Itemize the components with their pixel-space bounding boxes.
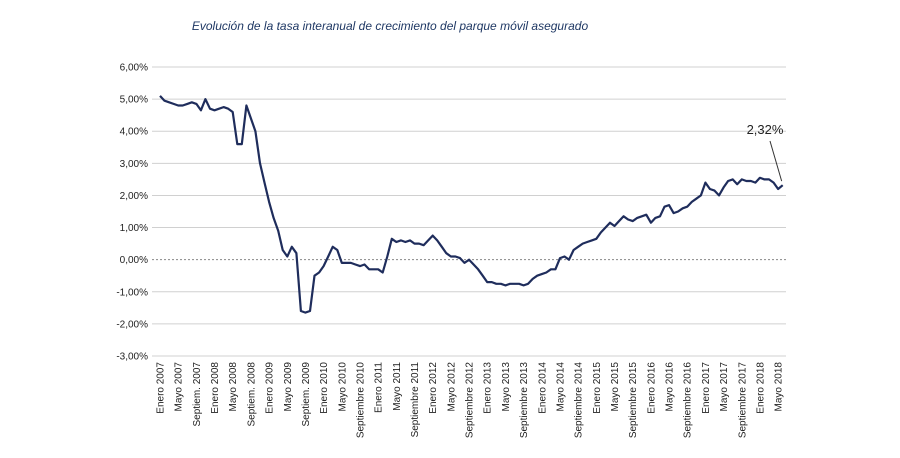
x-tick-label: Mayo 2017 (719, 362, 730, 412)
y-tick-label: -1,00% (116, 287, 148, 298)
x-tick-label: Mayo 2018 (774, 362, 785, 412)
x-tick-label: Septiembre 2011 (410, 362, 421, 438)
x-tick-label: Septiembre 2015 (628, 362, 639, 439)
y-tick-label: -3,00% (116, 352, 148, 363)
y-tick-label: -2,00% (116, 319, 148, 330)
x-tick-label: Septiembre 2014 (574, 362, 585, 439)
x-tick-label: Mayo 2016 (665, 362, 676, 412)
line-series (159, 95, 784, 314)
x-tick-label: Septiem. 2007 (192, 362, 203, 427)
y-tick-label: 1,00% (120, 223, 148, 234)
x-tick-label: Mayo 2013 (501, 362, 512, 412)
x-tick-label: Enero 2012 (428, 362, 439, 414)
x-tick-label: Enero 2014 (537, 362, 548, 414)
x-tick-label: Mayo 2014 (555, 362, 566, 412)
x-tick-label: Septiembre 2010 (355, 362, 366, 439)
x-tick-label: Mayo 2008 (228, 362, 239, 412)
x-tick-label: Mayo 2009 (283, 362, 294, 412)
x-tick-label: Mayo 2011 (392, 362, 403, 411)
annotation-arrow (769, 140, 783, 182)
x-tick-label: Mayo 2012 (446, 362, 457, 412)
chart-title: Evolución de la tasa interanual de creci… (192, 19, 589, 33)
annotation: 2,32% (747, 122, 784, 137)
y-tick-label: 0,00% (120, 255, 148, 266)
x-tick-label: Mayo 2007 (174, 362, 185, 412)
x-tick-label: Enero 2010 (319, 362, 330, 414)
x-tick-label: Septiem. 2008 (246, 362, 257, 427)
y-tick-label: 3,00% (120, 159, 148, 170)
x-tick-label: Septiem. 2009 (301, 362, 312, 427)
x-tick-label: Enero 2015 (592, 362, 603, 414)
x-tick-label: Mayo 2010 (337, 362, 348, 412)
y-tick-label: 5,00% (120, 95, 148, 106)
x-tick-label: Septiembre 2013 (519, 362, 530, 439)
x-tick-label: Septiembre 2017 (737, 362, 748, 439)
x-tick-label: Enero 2013 (483, 362, 494, 414)
x-tick-label: Enero 2011 (374, 362, 385, 413)
x-tick-label: Enero 2009 (265, 362, 276, 414)
x-tick-label: Enero 2008 (210, 362, 221, 414)
y-tick-label: 6,00% (120, 63, 148, 74)
x-tick-label: Septiembre 2012 (465, 362, 476, 439)
x-tick-label: Mayo 2015 (610, 362, 621, 412)
y-tick-label: 2,00% (120, 191, 148, 202)
x-tick-label: Enero 2018 (755, 362, 766, 414)
x-tick-label: Enero 2017 (701, 362, 712, 414)
x-tick-label: Septiembre 2016 (683, 362, 694, 439)
x-tick-label: Enero 2007 (156, 362, 167, 414)
y-tick-label: 4,00% (120, 127, 148, 138)
x-tick-label: Enero 2016 (646, 362, 657, 414)
